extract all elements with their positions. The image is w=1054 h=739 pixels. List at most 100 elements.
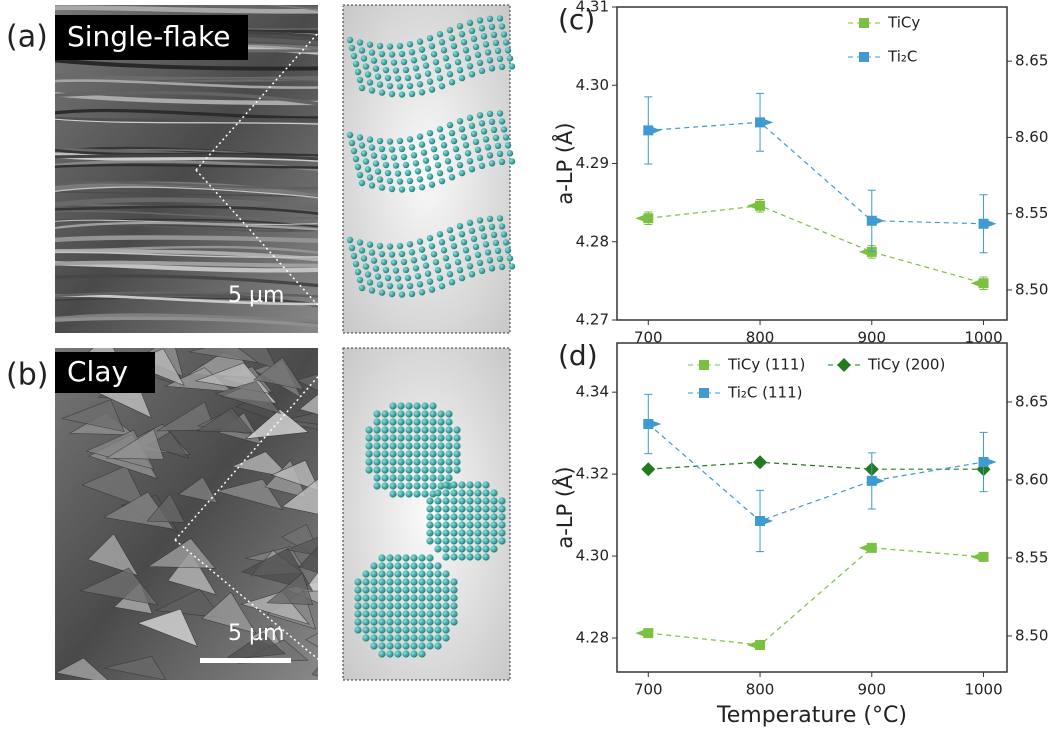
atom xyxy=(435,162,441,168)
atom xyxy=(445,458,452,465)
atom xyxy=(442,586,449,593)
atom xyxy=(410,634,417,641)
atom xyxy=(490,489,497,496)
atom xyxy=(457,118,463,124)
atom xyxy=(413,442,420,449)
atom xyxy=(450,505,457,512)
atom xyxy=(386,586,393,593)
atom xyxy=(445,434,452,441)
atom xyxy=(499,118,505,124)
marker xyxy=(971,552,989,562)
image-tag: Clay xyxy=(67,355,128,388)
atom xyxy=(458,521,465,528)
marker xyxy=(971,278,989,288)
atom xyxy=(367,136,373,142)
atom xyxy=(442,610,449,617)
atom xyxy=(487,257,493,263)
atom xyxy=(437,31,443,37)
atom xyxy=(434,578,441,585)
atom xyxy=(482,489,489,496)
atom xyxy=(377,138,383,144)
atom xyxy=(389,482,396,489)
atom xyxy=(429,458,436,465)
atom xyxy=(373,466,380,473)
atom xyxy=(357,239,363,245)
atom xyxy=(477,260,483,266)
atom xyxy=(450,618,457,625)
atom xyxy=(365,71,371,77)
atom xyxy=(453,426,460,433)
atom xyxy=(434,610,441,617)
atom xyxy=(426,562,433,569)
atom xyxy=(469,271,475,277)
legend-label: TiCy (200) xyxy=(867,356,945,374)
atom xyxy=(418,602,425,609)
atom xyxy=(503,39,509,45)
atom xyxy=(378,634,385,641)
atom xyxy=(450,497,457,504)
atom xyxy=(479,163,485,169)
atom xyxy=(402,642,409,649)
atom xyxy=(442,602,449,609)
atom xyxy=(450,545,457,552)
atom xyxy=(353,261,359,267)
x-tick-label: 800 xyxy=(746,329,775,347)
atom xyxy=(434,594,441,601)
atom xyxy=(450,578,457,585)
atom xyxy=(433,59,439,65)
atom xyxy=(503,134,509,140)
atom xyxy=(442,618,449,625)
marker xyxy=(643,419,661,429)
atom xyxy=(447,166,453,172)
atom xyxy=(487,16,493,22)
atom xyxy=(423,262,429,268)
series-line xyxy=(648,122,983,223)
atom xyxy=(362,626,369,633)
atom xyxy=(474,545,481,552)
atom xyxy=(421,466,428,473)
atom xyxy=(405,426,412,433)
atom xyxy=(466,505,473,512)
atom xyxy=(442,634,449,641)
atom xyxy=(449,235,455,241)
atom xyxy=(397,178,403,184)
atom xyxy=(378,578,385,585)
atom xyxy=(434,497,441,504)
atom xyxy=(418,578,425,585)
atom xyxy=(413,482,420,489)
atom xyxy=(410,642,417,649)
atom xyxy=(355,69,361,75)
atom xyxy=(482,521,489,528)
atom xyxy=(409,291,415,297)
atom xyxy=(429,482,436,489)
atom xyxy=(402,578,409,585)
marker xyxy=(979,219,997,229)
atom xyxy=(458,497,465,504)
atom xyxy=(386,570,393,577)
atom xyxy=(359,247,365,253)
atom xyxy=(411,257,417,263)
atom xyxy=(397,450,404,457)
atom xyxy=(403,267,409,273)
atom xyxy=(429,243,435,249)
atom xyxy=(459,170,465,176)
atom xyxy=(381,434,388,441)
atom xyxy=(469,228,475,234)
legend-marker xyxy=(699,388,709,398)
atom xyxy=(498,505,505,512)
atom xyxy=(429,466,436,473)
atom xyxy=(459,31,465,37)
atom xyxy=(474,481,481,488)
atom xyxy=(403,67,409,73)
marker xyxy=(867,476,885,486)
atom xyxy=(378,554,385,561)
marker xyxy=(979,457,997,467)
atom xyxy=(394,610,401,617)
marker xyxy=(867,216,885,226)
atom xyxy=(397,418,404,425)
atom xyxy=(434,521,441,528)
atom xyxy=(419,289,425,295)
atom xyxy=(443,150,449,156)
atom xyxy=(469,166,475,172)
atom xyxy=(475,252,481,258)
